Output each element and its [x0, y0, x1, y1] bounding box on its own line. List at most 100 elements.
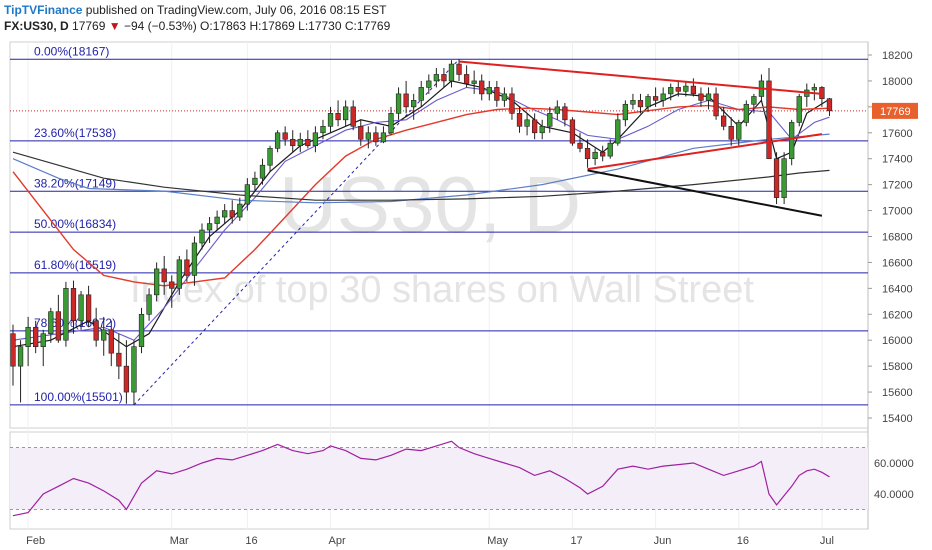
candle[interactable]: [259, 158, 266, 185]
candle[interactable]: [622, 100, 629, 127]
candle[interactable]: [327, 106, 334, 133]
candle[interactable]: [675, 80, 681, 97]
trendline-red[interactable]: [587, 133, 823, 171]
candle[interactable]: [70, 280, 77, 334]
candle[interactable]: [577, 132, 583, 153]
symbol-label[interactable]: FX:US30, D: [4, 19, 69, 33]
candle[interactable]: [184, 249, 190, 282]
candle[interactable]: [819, 86, 825, 107]
candle[interactable]: [479, 74, 485, 101]
candle[interactable]: [237, 197, 243, 221]
candle[interactable]: [720, 106, 727, 131]
candle[interactable]: [10, 324, 16, 386]
moving-average-ma-200[interactable]: [12, 151, 830, 201]
rsi-line[interactable]: [12, 440, 830, 517]
moving-average-ma-100[interactable]: [12, 133, 830, 204]
candle[interactable]: [456, 59, 462, 81]
candle[interactable]: [55, 294, 62, 343]
candle[interactable]: [660, 87, 666, 107]
candle[interactable]: [494, 80, 500, 107]
candle[interactable]: [93, 307, 99, 347]
candle[interactable]: [418, 80, 424, 107]
candle[interactable]: [562, 102, 568, 127]
candle[interactable]: [501, 87, 508, 107]
publisher-name[interactable]: TipTVFinance: [4, 3, 83, 17]
candle[interactable]: [584, 139, 591, 168]
candle[interactable]: [169, 275, 175, 308]
candle[interactable]: [789, 119, 795, 166]
fib-anchor-line[interactable]: [133, 58, 460, 406]
candle[interactable]: [683, 80, 689, 97]
candle[interactable]: [48, 307, 54, 343]
candle[interactable]: [804, 83, 810, 107]
candle[interactable]: [290, 130, 296, 153]
candle[interactable]: [713, 87, 719, 120]
candle[interactable]: [33, 320, 39, 354]
moving-average-ma-50[interactable]: [12, 104, 830, 287]
candle[interactable]: [191, 236, 198, 286]
candle[interactable]: [781, 152, 787, 205]
candle[interactable]: [282, 126, 288, 146]
trendline-red[interactable]: [458, 60, 823, 95]
candle[interactable]: [101, 316, 107, 356]
candle[interactable]: [176, 255, 182, 295]
candle[interactable]: [463, 65, 470, 88]
candle[interactable]: [40, 329, 46, 367]
candle[interactable]: [199, 223, 205, 250]
candle[interactable]: [63, 281, 69, 347]
candle[interactable]: [274, 130, 281, 153]
candle[interactable]: [433, 67, 440, 88]
candle[interactable]: [267, 145, 273, 172]
candle[interactable]: [471, 70, 477, 94]
candle[interactable]: [728, 117, 734, 146]
candle[interactable]: [146, 288, 152, 321]
candle[interactable]: [312, 126, 319, 153]
candle[interactable]: [569, 117, 576, 146]
candle[interactable]: [358, 119, 364, 146]
candle[interactable]: [524, 113, 530, 136]
candle[interactable]: [645, 93, 651, 113]
candle[interactable]: [509, 87, 515, 120]
candle[interactable]: [539, 119, 545, 140]
candle[interactable]: [668, 83, 674, 101]
candle[interactable]: [652, 87, 659, 107]
candle[interactable]: [297, 132, 303, 153]
candle[interactable]: [365, 126, 371, 149]
candle[interactable]: [486, 80, 492, 101]
candle[interactable]: [373, 126, 379, 146]
candle[interactable]: [214, 210, 220, 231]
candle[interactable]: [305, 130, 311, 149]
candle[interactable]: [448, 60, 455, 88]
candle[interactable]: [85, 285, 92, 328]
candle[interactable]: [751, 93, 757, 114]
candle[interactable]: [811, 83, 818, 101]
candle[interactable]: [698, 87, 704, 107]
candle[interactable]: [554, 100, 560, 120]
candle[interactable]: [78, 290, 84, 330]
candle[interactable]: [736, 119, 742, 146]
candle[interactable]: [222, 204, 228, 224]
candle[interactable]: [766, 67, 772, 160]
candle[interactable]: [388, 106, 394, 136]
candle[interactable]: [206, 217, 213, 243]
candle[interactable]: [116, 333, 122, 380]
candle[interactable]: [630, 93, 636, 110]
candle[interactable]: [350, 100, 356, 131]
candle[interactable]: [426, 74, 432, 94]
candle[interactable]: [600, 145, 606, 162]
candle[interactable]: [161, 255, 167, 295]
candle[interactable]: [773, 152, 780, 205]
candle[interactable]: [607, 139, 613, 159]
candle[interactable]: [131, 340, 137, 406]
candle[interactable]: [153, 262, 160, 302]
candle[interactable]: [690, 78, 697, 97]
candle[interactable]: [380, 126, 387, 144]
candle[interactable]: [615, 113, 621, 146]
candle[interactable]: [796, 93, 802, 127]
candle[interactable]: [531, 113, 538, 140]
trendline-black[interactable]: [587, 169, 823, 217]
candle[interactable]: [441, 67, 447, 88]
candle[interactable]: [826, 97, 833, 116]
candle[interactable]: [335, 100, 341, 127]
